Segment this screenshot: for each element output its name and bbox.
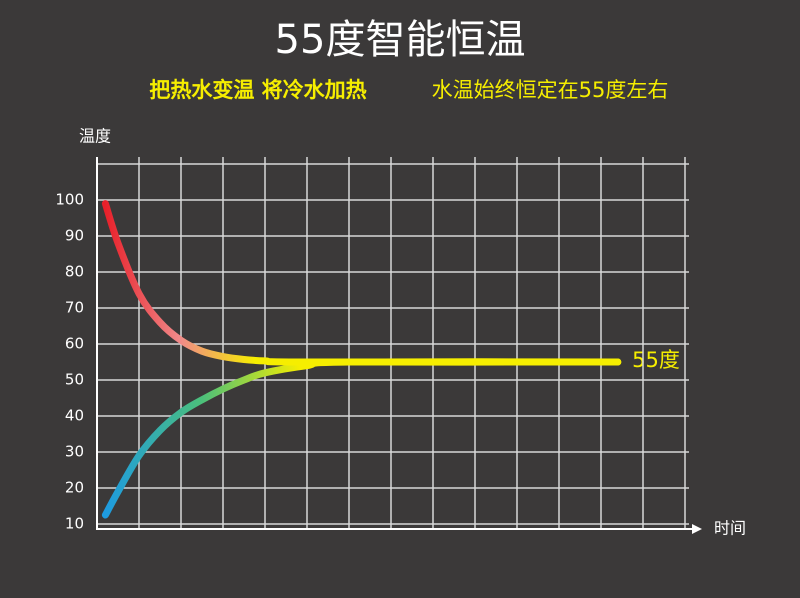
x-axis-arrow <box>692 524 702 534</box>
grid: 10 20 30 40 50 60 70 80 90 100 <box>55 157 689 533</box>
y-tick-label: 40 <box>65 407 84 425</box>
y-tick-label: 90 <box>65 227 84 245</box>
subtitle: 水温始终恒定在55度左右 <box>432 78 669 102</box>
y-tick-label: 50 <box>65 371 84 389</box>
y-tick-label: 30 <box>65 443 84 461</box>
temperature-line <box>101 200 622 366</box>
y-tick-label: 20 <box>65 479 84 497</box>
y-axis-label: 温度 <box>79 127 111 146</box>
y-tick-label: 60 <box>65 335 84 353</box>
y-tick-label: 80 <box>65 263 84 281</box>
plot <box>101 200 622 519</box>
y-tick-label: 70 <box>65 299 84 317</box>
chart-title: 55度智能恒温 <box>275 17 526 63</box>
x-axis-label: 时间 <box>714 519 746 538</box>
y-tick-label: 100 <box>55 191 84 209</box>
subtitle-bold: 把热水变温 将冷水加热 <box>149 78 366 102</box>
annotation: 55度 <box>632 348 680 372</box>
y-tick-label: 10 <box>65 515 84 533</box>
